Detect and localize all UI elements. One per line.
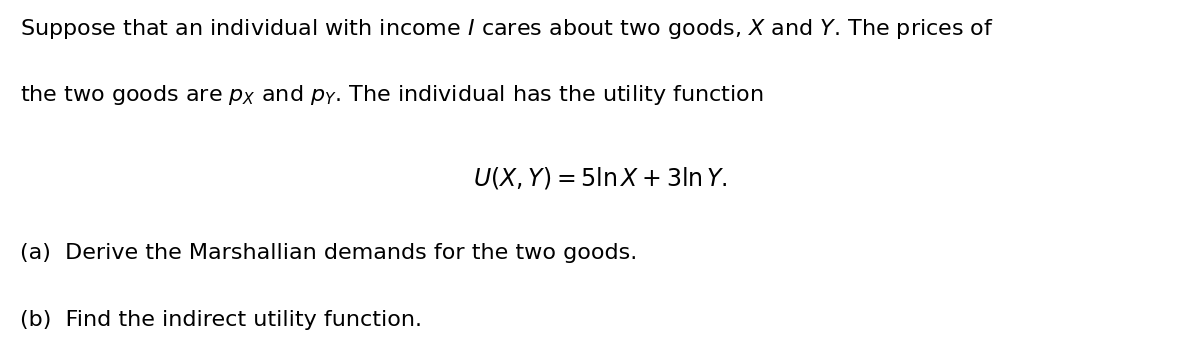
Text: the two goods are $p_X$ and $p_Y$. The individual has the utility function: the two goods are $p_X$ and $p_Y$. The i… (20, 83, 764, 107)
Text: $U(X,Y) = 5\ln X + 3\ln Y.$: $U(X,Y) = 5\ln X + 3\ln Y.$ (473, 165, 727, 191)
Text: (b)  Find the indirect utility function.: (b) Find the indirect utility function. (20, 310, 422, 330)
Text: (a)  Derive the Marshallian demands for the two goods.: (a) Derive the Marshallian demands for t… (20, 243, 637, 262)
Text: Suppose that an individual with income $I$ cares about two goods, $X$ and $Y$. T: Suppose that an individual with income $… (20, 17, 995, 41)
